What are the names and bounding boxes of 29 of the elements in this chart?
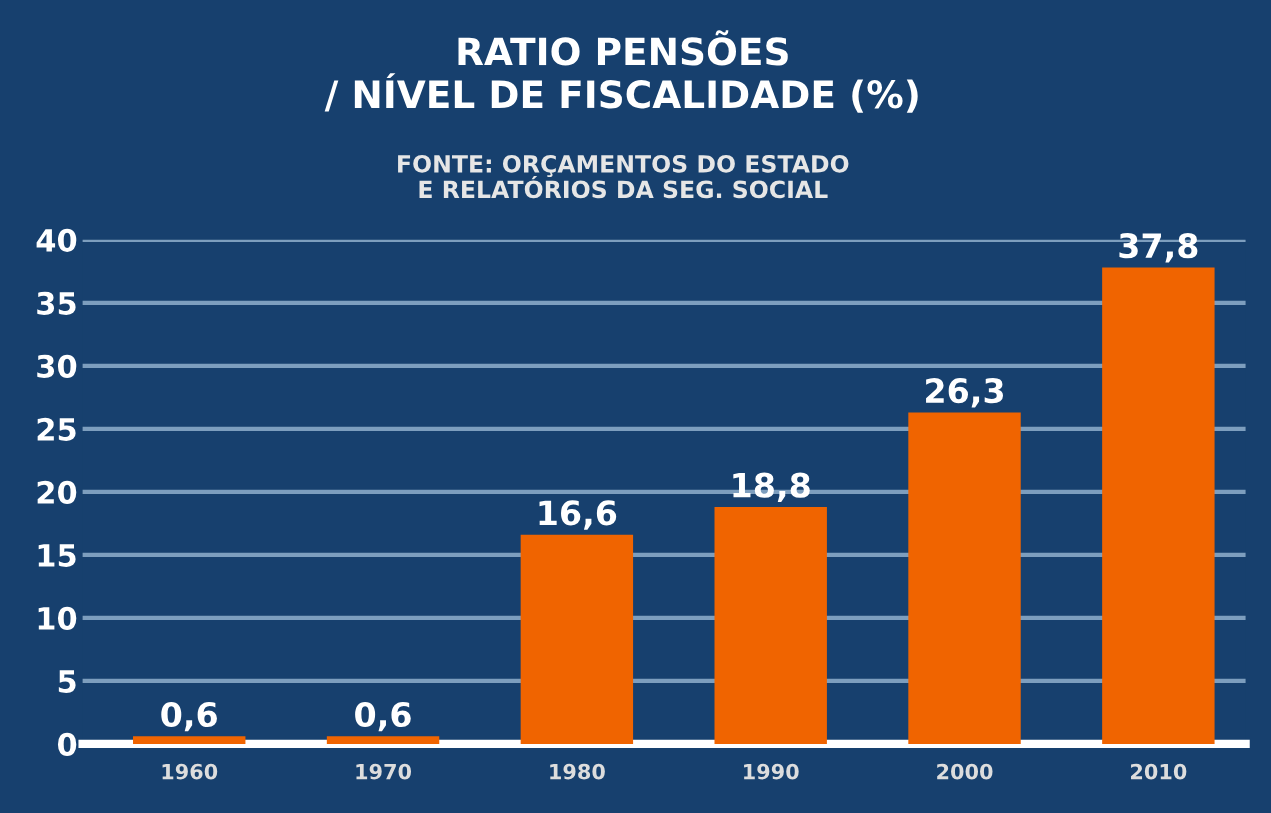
bar bbox=[908, 412, 1021, 744]
data-label: 18,8 bbox=[733, 472, 810, 503]
y-tick-label: 25 bbox=[37, 417, 76, 441]
x-tick-label: 1980 bbox=[550, 763, 605, 780]
data-label: 16,6 bbox=[539, 500, 617, 530]
data-label: 26,3 bbox=[926, 378, 1003, 408]
y-tick-label: 40 bbox=[36, 228, 77, 252]
x-tick-label: 1970 bbox=[356, 763, 412, 780]
x-tick-label: 2000 bbox=[937, 763, 993, 780]
bar bbox=[1102, 267, 1215, 744]
bar bbox=[714, 506, 827, 744]
chart-subtitle: FONTE: ORÇAMENTOS DO ESTADO E RELATÓRIOS DA SEG. SOCIAL bbox=[398, 154, 849, 199]
x-tick-label: 1990 bbox=[744, 763, 799, 780]
y-tick-label: 35 bbox=[37, 291, 76, 315]
y-tick-label: 15 bbox=[38, 544, 76, 567]
data-label: 37,8 bbox=[1119, 233, 1198, 263]
y-tick-label: 0 bbox=[57, 732, 77, 756]
chart-title: RATIO PENSÕES / NÍVEL DE FISCALIDADE (%) bbox=[324, 30, 918, 113]
y-tick-label: 10 bbox=[38, 606, 77, 630]
x-tick-label: 1960 bbox=[162, 763, 218, 780]
bar bbox=[326, 736, 440, 744]
data-label: 0,6 bbox=[355, 701, 411, 732]
y-tick-label: 20 bbox=[37, 480, 77, 504]
data-label: 0,6 bbox=[161, 701, 217, 732]
y-tick-label: 30 bbox=[37, 354, 77, 378]
y-tick-label: 5 bbox=[58, 670, 76, 693]
x-tick-label: 2010 bbox=[1131, 763, 1187, 780]
bar bbox=[133, 736, 246, 744]
bar bbox=[520, 534, 634, 744]
